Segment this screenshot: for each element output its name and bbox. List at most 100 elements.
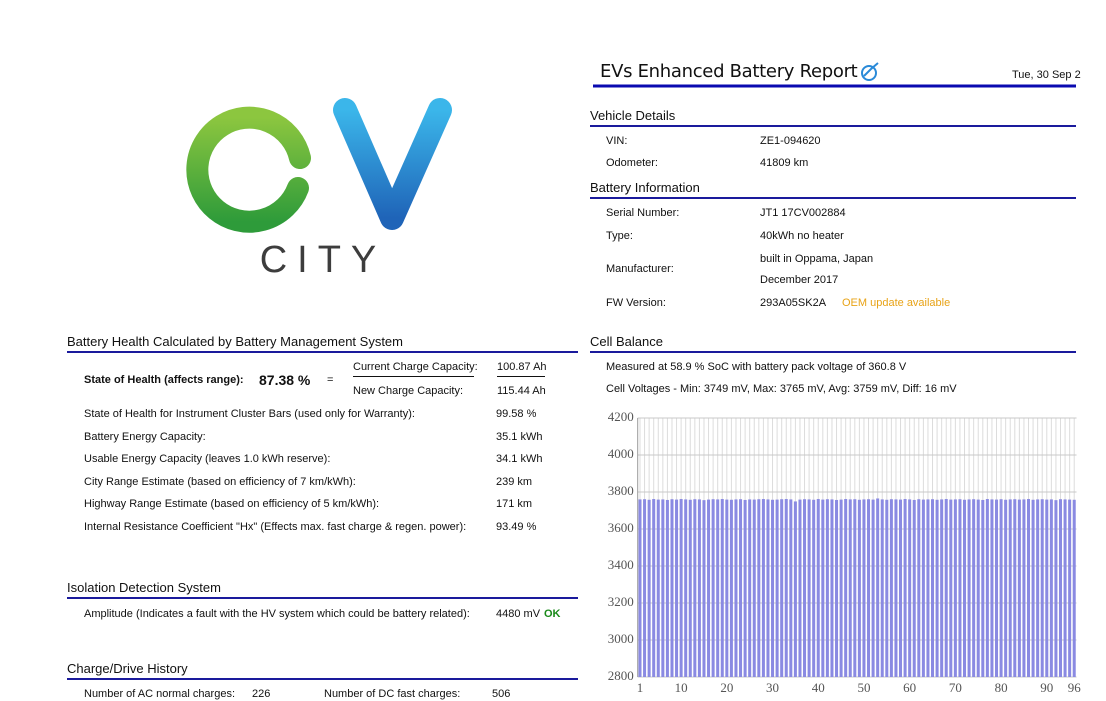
bar (670, 499, 674, 677)
y-tick-label: 4000 (608, 446, 634, 461)
x-tick-label: 90 (1040, 680, 1053, 695)
field-value: ZE1-094620 (760, 135, 821, 147)
x-tick-label: 10 (675, 680, 688, 695)
field-label: Odometer: (606, 157, 658, 169)
field-label: FW Version: (606, 297, 666, 309)
x-tick-label: 20 (720, 680, 733, 695)
field-value: 41809 km (760, 157, 809, 169)
cell-voltage-chart: 2800 3000 3200 3400 3600 3800 4000 4200 1 10 20 30 4… (608, 409, 1082, 695)
bar (848, 499, 852, 677)
bar (702, 500, 706, 677)
bar (953, 499, 957, 677)
field-value: JT1 17CV002884 (760, 207, 846, 219)
field-value: built in Oppama, Japan (760, 253, 874, 265)
bar (725, 499, 729, 677)
bar (739, 499, 743, 677)
section-heading: Vehicle Details (590, 108, 1076, 127)
bar (716, 499, 720, 677)
field-label: State of Health for Instrument Cluster B… (84, 408, 415, 420)
report-date: Tue, 30 Sep 2 (1012, 69, 1081, 81)
x-tick-label: 60 (903, 680, 916, 695)
bar (697, 499, 701, 677)
bar (1068, 499, 1072, 677)
bar (761, 499, 765, 677)
bar (844, 499, 848, 677)
x-tick-label: 30 (766, 680, 779, 695)
bar (912, 499, 916, 677)
bar (835, 499, 839, 677)
bar (949, 499, 953, 677)
field-value: December 2017 (760, 274, 839, 286)
bar (995, 499, 999, 677)
bar (821, 499, 825, 677)
status-ok: OK (544, 608, 561, 620)
x-tick-label: 40 (812, 680, 825, 695)
x-tick-label: 1 (637, 680, 644, 695)
bar (711, 499, 715, 677)
field-label: Internal Resistance Coefficient "Hx" (Ef… (84, 521, 467, 533)
section-heading: Isolation Detection System (67, 580, 578, 599)
field-label: Manufacturer: (606, 263, 674, 275)
bar (1026, 499, 1031, 677)
field-label: Battery Energy Capacity: (84, 431, 206, 443)
bar (885, 499, 889, 677)
bar (972, 499, 976, 677)
bar (1040, 499, 1044, 677)
bar (1054, 500, 1058, 677)
bar (807, 499, 811, 677)
field-label: VIN: (606, 135, 628, 147)
bar (839, 499, 843, 677)
bar (729, 499, 733, 677)
section-heading: Battery Information (590, 180, 1076, 199)
bar (876, 498, 880, 677)
bar (1022, 499, 1026, 677)
field-value: 100.87 Ah (497, 360, 547, 377)
bar (921, 499, 925, 677)
bar (981, 499, 985, 677)
bar (688, 499, 692, 677)
x-tick-label: 80 (995, 680, 1008, 695)
x-tick-label: 50 (857, 680, 870, 695)
field-label: Type: (606, 230, 633, 242)
field-value: 226 (252, 688, 271, 700)
bar (830, 499, 834, 677)
bar (940, 499, 944, 677)
field-value: 35.1 kWh (496, 431, 543, 443)
soh-label: State of Health (affects range): (84, 374, 244, 386)
bar (908, 499, 912, 677)
bar (894, 499, 898, 677)
field-label: Highway Range Estimate (based on efficie… (84, 498, 380, 510)
bar (967, 499, 971, 677)
field-label: Current Charge Capacity: (353, 360, 478, 377)
section-heading: Battery Health Calculated by Battery Man… (67, 334, 578, 353)
bar (812, 499, 816, 677)
field-label: Amplitude (Indicates a fault with the HV… (84, 608, 470, 620)
voltage-summary: Cell Voltages - Min: 3749 mV, Max: 3765 … (606, 383, 957, 395)
field-label: New Charge Capacity: (353, 385, 464, 397)
bar (789, 499, 793, 677)
section-heading: Cell Balance (590, 334, 1076, 353)
bar (867, 499, 871, 677)
y-tick-label: 3200 (608, 594, 634, 609)
bar (935, 499, 939, 677)
y-tick-label: 4200 (608, 409, 634, 424)
bar (1004, 499, 1008, 677)
bar (899, 499, 903, 677)
section-heading: Charge/Drive History (67, 661, 578, 680)
update-note: OEM update available (842, 297, 951, 309)
bar (684, 499, 688, 677)
field-value: 93.49 % (496, 521, 537, 533)
y-tick-label: 3600 (608, 520, 634, 535)
field-label: City Range Estimate (based on efficiency… (84, 476, 356, 488)
bar (652, 499, 656, 677)
bar (1031, 499, 1035, 677)
bar (784, 499, 788, 677)
field-value: 115.44 Ah (497, 385, 546, 397)
bar (638, 499, 642, 677)
bar (999, 499, 1003, 677)
bar (693, 499, 697, 677)
bar (1045, 499, 1049, 677)
field-value: 506 (492, 688, 511, 700)
